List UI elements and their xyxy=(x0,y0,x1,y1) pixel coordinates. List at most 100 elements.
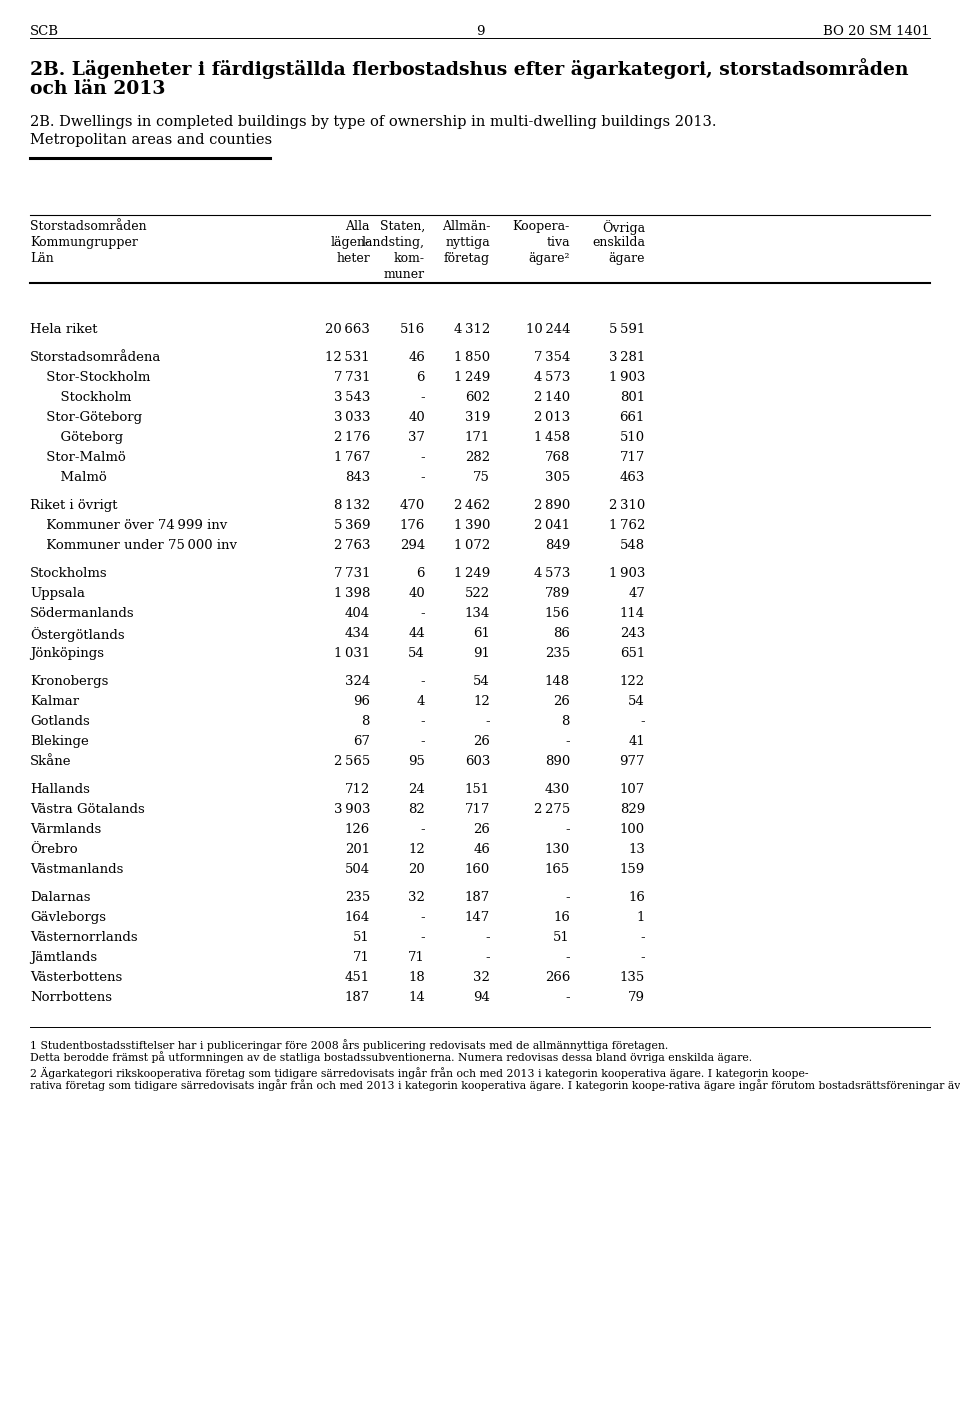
Text: 7 731: 7 731 xyxy=(333,371,370,385)
Text: 1 249: 1 249 xyxy=(454,567,490,580)
Text: 1 458: 1 458 xyxy=(534,431,570,444)
Text: 8: 8 xyxy=(362,715,370,729)
Text: -: - xyxy=(565,823,570,835)
Text: 37: 37 xyxy=(408,431,425,444)
Text: -: - xyxy=(420,911,425,924)
Text: 1 850: 1 850 xyxy=(454,351,490,364)
Text: 3 903: 3 903 xyxy=(333,803,370,816)
Text: -: - xyxy=(565,736,570,748)
Text: Malmö: Malmö xyxy=(52,470,107,484)
Text: Stockholms: Stockholms xyxy=(30,567,108,580)
Text: 46: 46 xyxy=(408,351,425,364)
Text: Stor-Göteborg: Stor-Göteborg xyxy=(42,411,142,424)
Text: 40: 40 xyxy=(408,587,425,600)
Text: företag: företag xyxy=(444,251,490,265)
Text: 187: 187 xyxy=(345,991,370,1004)
Text: Västerbottens: Västerbottens xyxy=(30,972,122,984)
Text: 1 390: 1 390 xyxy=(454,519,490,532)
Text: 18: 18 xyxy=(408,972,425,984)
Text: -: - xyxy=(420,390,425,404)
Text: Jämtlands: Jämtlands xyxy=(30,951,97,965)
Text: Hallands: Hallands xyxy=(30,783,90,796)
Text: 94: 94 xyxy=(473,991,490,1004)
Text: 6: 6 xyxy=(417,567,425,580)
Text: -: - xyxy=(420,736,425,748)
Text: 1 903: 1 903 xyxy=(609,567,645,580)
Text: Göteborg: Göteborg xyxy=(52,431,123,444)
Text: 71: 71 xyxy=(353,951,370,965)
Text: 2 565: 2 565 xyxy=(334,755,370,768)
Text: 24: 24 xyxy=(408,783,425,796)
Text: -: - xyxy=(486,951,490,965)
Text: -: - xyxy=(640,931,645,943)
Text: 26: 26 xyxy=(473,823,490,835)
Text: 1: 1 xyxy=(636,911,645,924)
Text: Kommuner under 75 000 inv: Kommuner under 75 000 inv xyxy=(42,539,237,552)
Text: 4 312: 4 312 xyxy=(454,323,490,336)
Text: 4: 4 xyxy=(417,695,425,708)
Text: -: - xyxy=(420,451,425,463)
Text: 2 275: 2 275 xyxy=(534,803,570,816)
Text: Kronobergs: Kronobergs xyxy=(30,675,108,688)
Text: Värmlands: Värmlands xyxy=(30,823,101,835)
Text: 651: 651 xyxy=(620,647,645,660)
Text: 126: 126 xyxy=(345,823,370,835)
Text: 16: 16 xyxy=(628,892,645,904)
Text: -: - xyxy=(420,470,425,484)
Text: 451: 451 xyxy=(345,972,370,984)
Text: Stockholm: Stockholm xyxy=(52,390,132,404)
Text: 75: 75 xyxy=(473,470,490,484)
Text: 134: 134 xyxy=(465,607,490,621)
Text: 95: 95 xyxy=(408,755,425,768)
Text: Storstadsområden: Storstadsområden xyxy=(30,220,147,233)
Text: Hela riket: Hela riket xyxy=(30,323,98,336)
Text: Allmän-: Allmän- xyxy=(442,220,490,233)
Text: 1 767: 1 767 xyxy=(333,451,370,463)
Text: 2B. Dwellings in completed buildings by type of ownership in multi-dwelling buil: 2B. Dwellings in completed buildings by … xyxy=(30,115,716,129)
Text: -: - xyxy=(565,892,570,904)
Text: ägare: ägare xyxy=(609,251,645,265)
Text: 516: 516 xyxy=(399,323,425,336)
Text: 1 031: 1 031 xyxy=(334,647,370,660)
Text: -: - xyxy=(486,715,490,729)
Text: tiva: tiva xyxy=(546,236,570,249)
Text: 79: 79 xyxy=(628,991,645,1004)
Text: 148: 148 xyxy=(545,675,570,688)
Text: Skåne: Skåne xyxy=(30,755,71,768)
Text: -: - xyxy=(420,823,425,835)
Text: 4 573: 4 573 xyxy=(534,567,570,580)
Text: 135: 135 xyxy=(620,972,645,984)
Text: 16: 16 xyxy=(553,911,570,924)
Text: 789: 789 xyxy=(544,587,570,600)
Text: 159: 159 xyxy=(620,863,645,876)
Text: 1 249: 1 249 xyxy=(454,371,490,385)
Text: -: - xyxy=(486,931,490,943)
Text: 305: 305 xyxy=(544,470,570,484)
Text: kom-: kom- xyxy=(394,251,425,265)
Text: 7 731: 7 731 xyxy=(333,567,370,580)
Text: 156: 156 xyxy=(544,607,570,621)
Text: 504: 504 xyxy=(345,863,370,876)
Text: 61: 61 xyxy=(473,628,490,640)
Text: 266: 266 xyxy=(544,972,570,984)
Text: 430: 430 xyxy=(544,783,570,796)
Text: 2 140: 2 140 xyxy=(534,390,570,404)
Text: Västmanlands: Västmanlands xyxy=(30,863,124,876)
Text: -: - xyxy=(420,931,425,943)
Text: 20: 20 xyxy=(408,863,425,876)
Text: 294: 294 xyxy=(399,539,425,552)
Text: 13: 13 xyxy=(628,842,645,856)
Text: 114: 114 xyxy=(620,607,645,621)
Text: 151: 151 xyxy=(465,783,490,796)
Text: 829: 829 xyxy=(620,803,645,816)
Text: 510: 510 xyxy=(620,431,645,444)
Text: 1 072: 1 072 xyxy=(454,539,490,552)
Text: Norrbottens: Norrbottens xyxy=(30,991,112,1004)
Text: 1 903: 1 903 xyxy=(609,371,645,385)
Text: Kommuner över 74 999 inv: Kommuner över 74 999 inv xyxy=(42,519,228,532)
Text: 107: 107 xyxy=(620,783,645,796)
Text: 71: 71 xyxy=(408,951,425,965)
Text: Kalmar: Kalmar xyxy=(30,695,79,708)
Text: 41: 41 xyxy=(628,736,645,748)
Text: 130: 130 xyxy=(544,842,570,856)
